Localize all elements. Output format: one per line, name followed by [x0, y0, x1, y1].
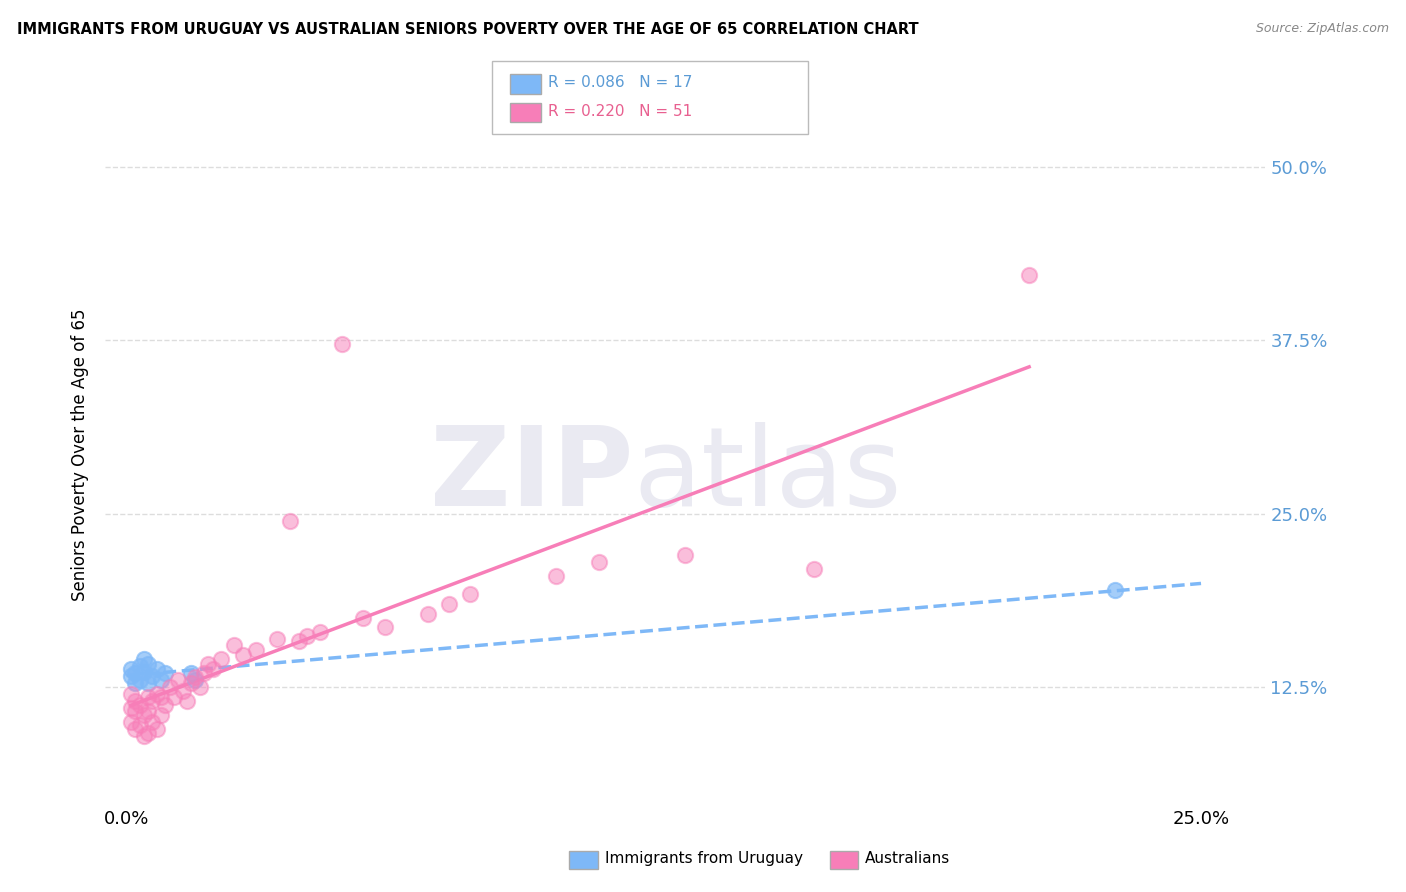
Point — [132, 652, 155, 666]
Point — [184, 670, 207, 684]
Point — [209, 652, 232, 666]
Point — [146, 722, 169, 736]
Point — [266, 632, 288, 646]
Point — [245, 642, 267, 657]
Point — [120, 687, 142, 701]
Point — [188, 680, 211, 694]
Point — [460, 587, 482, 601]
Point — [330, 337, 353, 351]
Point — [437, 597, 460, 611]
Point — [197, 657, 219, 671]
Point — [224, 639, 246, 653]
Point — [588, 555, 610, 569]
Point — [136, 676, 159, 690]
Point — [155, 698, 177, 713]
Point — [136, 690, 159, 704]
Point — [673, 548, 696, 562]
Y-axis label: Seniors Poverty Over the Age of 65: Seniors Poverty Over the Age of 65 — [72, 309, 89, 601]
Point — [232, 648, 254, 663]
Point — [193, 666, 215, 681]
Point — [128, 673, 150, 688]
Point — [146, 687, 169, 701]
Point — [124, 722, 146, 736]
Point — [128, 698, 150, 713]
Point — [546, 569, 568, 583]
Text: R = 0.086   N = 17: R = 0.086 N = 17 — [548, 76, 693, 90]
Point — [124, 694, 146, 708]
Point — [159, 680, 181, 694]
Point — [124, 704, 146, 718]
Point — [352, 611, 374, 625]
Point — [141, 694, 163, 708]
Point — [120, 701, 142, 715]
Point — [278, 514, 301, 528]
Point — [416, 607, 439, 621]
Text: atlas: atlas — [633, 422, 901, 529]
Point — [136, 657, 159, 671]
Point — [803, 562, 825, 576]
Point — [150, 707, 173, 722]
Point — [155, 666, 177, 681]
Point — [120, 662, 142, 676]
Point — [124, 676, 146, 690]
Point — [287, 634, 309, 648]
Text: IMMIGRANTS FROM URUGUAY VS AUSTRALIAN SENIORS POVERTY OVER THE AGE OF 65 CORRELA: IMMIGRANTS FROM URUGUAY VS AUSTRALIAN SE… — [17, 22, 918, 37]
Text: Immigrants from Uruguay: Immigrants from Uruguay — [605, 851, 803, 865]
Point — [136, 704, 159, 718]
Point — [128, 659, 150, 673]
Point — [167, 673, 190, 688]
Point — [146, 662, 169, 676]
Text: R = 0.220   N = 51: R = 0.220 N = 51 — [548, 104, 693, 119]
Point — [373, 620, 395, 634]
Point — [1104, 582, 1126, 597]
Point — [120, 714, 142, 729]
Text: ZIP: ZIP — [430, 422, 633, 529]
Point — [163, 690, 186, 704]
Point — [132, 707, 155, 722]
Point — [201, 662, 224, 676]
Point — [141, 714, 163, 729]
Point — [180, 676, 202, 690]
Point — [150, 673, 173, 688]
Point — [132, 665, 155, 679]
Point — [136, 726, 159, 740]
Point — [1018, 268, 1040, 282]
Point — [132, 729, 155, 743]
Point — [128, 717, 150, 731]
Point — [124, 666, 146, 681]
Point — [295, 629, 318, 643]
Point — [184, 673, 207, 688]
Point — [120, 669, 142, 683]
Point — [172, 684, 194, 698]
Point — [150, 690, 173, 704]
Text: Source: ZipAtlas.com: Source: ZipAtlas.com — [1256, 22, 1389, 36]
Point — [141, 669, 163, 683]
Point — [176, 694, 198, 708]
Point — [309, 624, 332, 639]
Text: Australians: Australians — [865, 851, 950, 865]
Point — [180, 666, 202, 681]
